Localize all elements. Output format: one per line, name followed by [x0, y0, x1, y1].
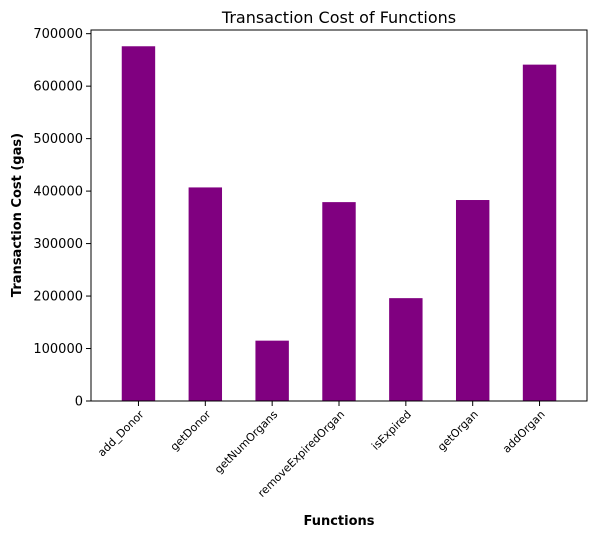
bar-getDonor — [188, 187, 223, 401]
bar-removeExpiredOrgan — [322, 202, 356, 401]
x-tick-label: getOrgan — [435, 408, 481, 454]
x-tick-label: isExpired — [369, 408, 414, 453]
bar-getOrgan — [455, 200, 490, 401]
bar-add_Donor — [121, 46, 156, 401]
bar-getNumOrgans — [255, 340, 289, 401]
plot-frame — [90, 29, 588, 402]
y-tick-label: 500000 — [33, 132, 83, 147]
y-tick-label: 700000 — [33, 27, 83, 42]
bars-group — [121, 46, 557, 401]
y-tick-label: 400000 — [33, 185, 83, 200]
y-tick-label: 300000 — [33, 237, 83, 252]
x-tick-label: getNumOrgans — [212, 408, 280, 476]
x-axis: add_Donor getDonorgetNumOrgansremoveExpir… — [95, 401, 548, 500]
y-axis-label: Transaction Cost (gas) — [10, 133, 25, 297]
bar-addOrgan — [522, 64, 557, 401]
y-tick-label: 100000 — [33, 342, 83, 357]
x-tick-label: add_Donor — [95, 408, 147, 460]
y-tick-label: 0 — [75, 395, 83, 410]
y-tick-label: 600000 — [33, 80, 83, 95]
x-tick-label: addOrgan — [500, 408, 548, 456]
x-axis-label: Functions — [303, 514, 374, 529]
x-tick-label: getDonor — [168, 408, 214, 454]
chart-title: Transaction Cost of Functions — [221, 8, 456, 27]
y-axis: 0 100000 200000 300000 400000 500000 600000 700… — [33, 27, 91, 410]
bar-isExpired — [389, 298, 423, 401]
y-tick-label: 200000 — [33, 290, 83, 305]
